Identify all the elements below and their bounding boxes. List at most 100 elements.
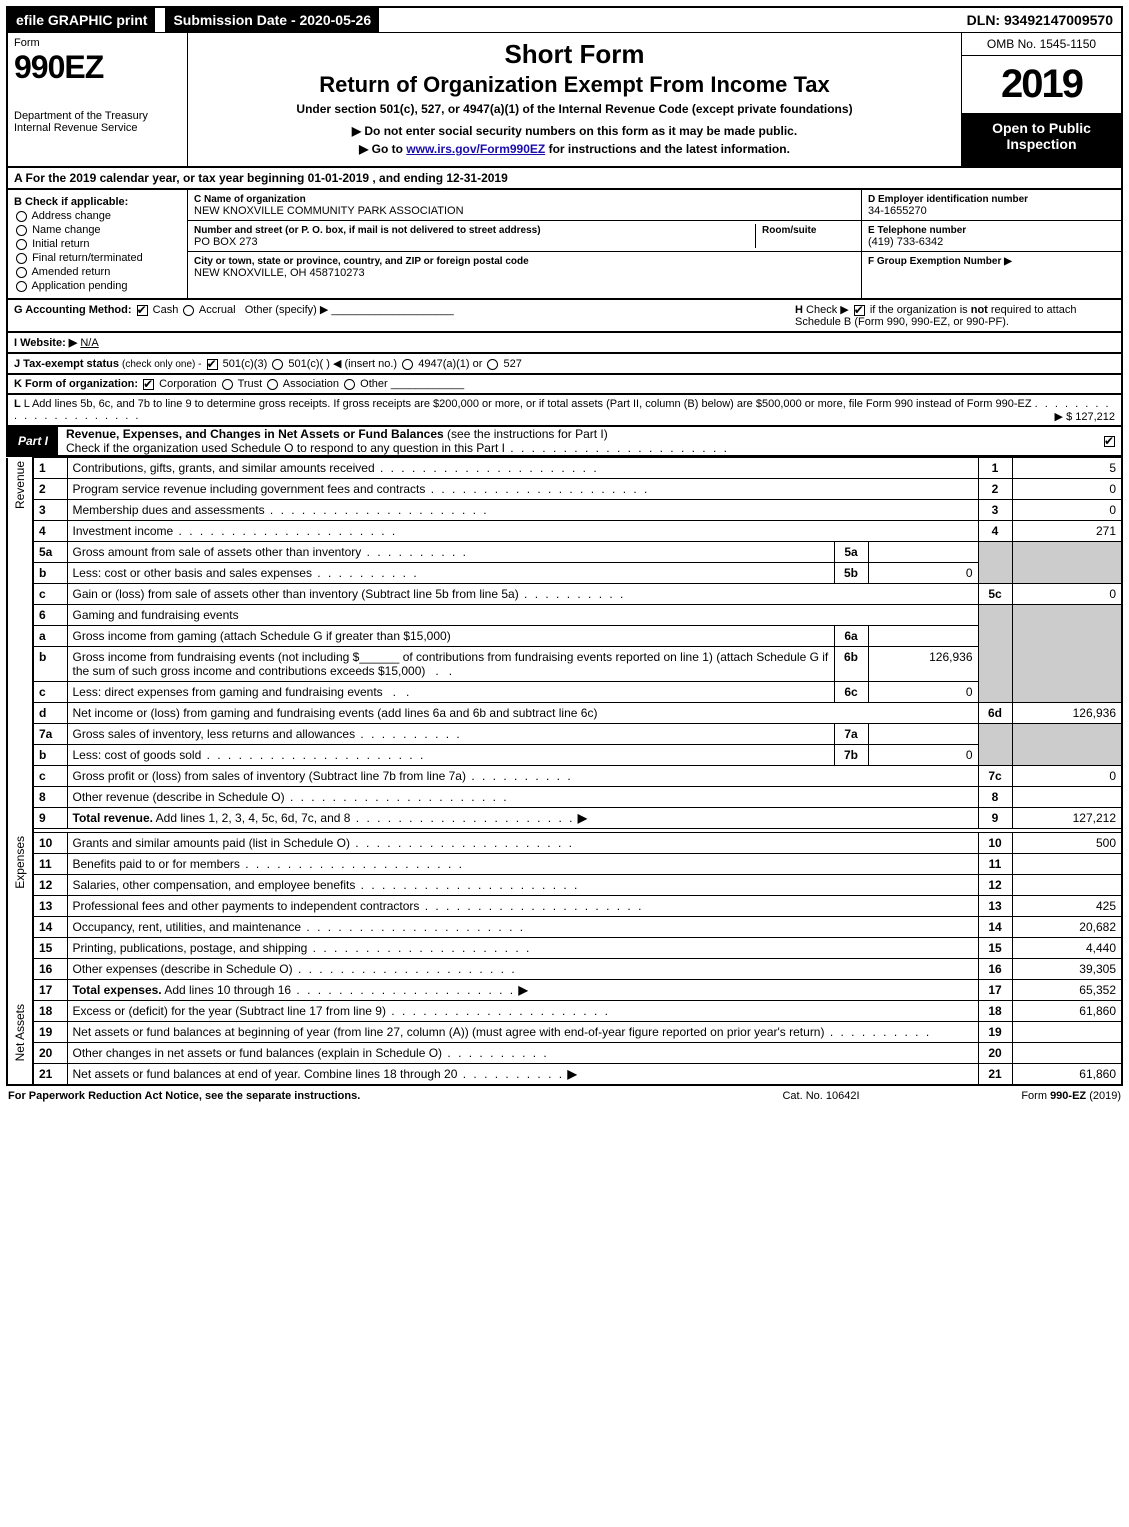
note-ssn: ▶ Do not enter social security numbers o… [198, 124, 951, 138]
line-5c: c Gain or (loss) from sale of assets oth… [7, 584, 1122, 605]
line-7ab-gray-val [1012, 724, 1122, 766]
line-7a-mbox: 7a [834, 724, 868, 745]
line-17-rval: 65,352 [1012, 980, 1122, 1001]
line-1-rval: 5 [1012, 458, 1122, 479]
page-footer: For Paperwork Reduction Act Notice, see … [6, 1086, 1123, 1106]
K-label: K Form of organization: [14, 378, 138, 390]
L-text: L Add lines 5b, 6c, and 7b to line 9 to … [24, 398, 1032, 410]
line-6-desc: Gaming and fundraising events [67, 605, 978, 626]
amended-radio[interactable] [16, 267, 27, 278]
line-6a-mbox: 6a [834, 626, 868, 647]
row-L: L L Add lines 5b, 6c, and 7b to line 9 t… [6, 395, 1123, 427]
line-14-rbox: 14 [978, 917, 1012, 938]
line-6b-num: b [33, 647, 67, 682]
corp-checkbox[interactable] [143, 379, 154, 390]
efile-label[interactable]: efile GRAPHIC print [8, 8, 155, 32]
line-10-num: 10 [33, 833, 67, 854]
submission-date: Submission Date - 2020-05-26 [165, 8, 379, 32]
line-16-rval: 39,305 [1012, 959, 1122, 980]
short-form-title: Short Form [198, 39, 951, 70]
line-8-rval [1012, 787, 1122, 808]
line-14-desc: Occupancy, rent, utilities, and maintena… [73, 920, 302, 934]
header-right: OMB No. 1545-1150 2019 Open to Public In… [961, 33, 1121, 166]
527-radio[interactable] [487, 359, 498, 370]
501c-radio[interactable] [272, 359, 283, 370]
J-note: (check only one) - [122, 359, 201, 370]
line-5ab-gray [978, 542, 1012, 584]
line-6a-mval [868, 626, 978, 647]
line-5a-num: 5a [33, 542, 67, 563]
H-checkbox[interactable] [854, 305, 865, 316]
other-radio[interactable] [344, 379, 355, 390]
assoc-radio[interactable] [267, 379, 278, 390]
line-6c-desc: Less: direct expenses from gaming and fu… [73, 685, 383, 699]
line-5c-desc: Gain or (loss) from sale of assets other… [73, 587, 519, 601]
line-6c-mval: 0 [868, 682, 978, 703]
line-6d: d Net income or (loss) from gaming and f… [7, 703, 1122, 724]
D-value: 34-1655270 [868, 205, 927, 217]
cash-checkbox[interactable] [137, 305, 148, 316]
line-15-num: 15 [33, 938, 67, 959]
line-7b-mval: 0 [868, 745, 978, 766]
line-15-desc: Printing, publications, postage, and shi… [73, 941, 308, 955]
line-5b-desc: Less: cost or other basis and sales expe… [73, 566, 312, 580]
line-2-desc: Program service revenue including govern… [73, 482, 426, 496]
initial-radio[interactable] [16, 239, 27, 250]
line-7b-desc: Less: cost of goods sold [73, 748, 202, 762]
line-6a: a Gross income from gaming (attach Sched… [7, 626, 1122, 647]
addr-change-label: Address change [31, 210, 111, 222]
line-9-num: 9 [33, 808, 67, 829]
note-link-post: for instructions and the latest informat… [545, 142, 790, 156]
line-7b-num: b [33, 745, 67, 766]
B-right: D Employer identification number 34-1655… [861, 190, 1121, 298]
line-19-desc: Net assets or fund balances at beginning… [73, 1025, 825, 1039]
line-2-num: 2 [33, 479, 67, 500]
L-amount: ▶ $ 127,212 [1055, 410, 1115, 423]
line-18: Net Assets 18 Excess or (deficit) for th… [7, 1001, 1122, 1022]
city-row: City or town, state or province, country… [188, 252, 861, 282]
part-I-schedule-O-checkbox[interactable] [1104, 436, 1115, 447]
D-ein: D Employer identification number 34-1655… [862, 190, 1121, 221]
line-5a: 5a Gross amount from sale of assets othe… [7, 542, 1122, 563]
line-14: 14 Occupancy, rent, utilities, and maint… [7, 917, 1122, 938]
name-change-radio[interactable] [16, 225, 27, 236]
line-12-rbox: 12 [978, 875, 1012, 896]
addr-change-radio[interactable] [16, 211, 27, 222]
line-6b: b Gross income from fundraising events (… [7, 647, 1122, 682]
line-3-rval: 0 [1012, 500, 1122, 521]
room-label: Room/suite [762, 225, 816, 236]
city-label: City or town, state or province, country… [194, 256, 529, 267]
other-label: Other (specify) ▶ [245, 304, 329, 316]
E-label: E Telephone number [868, 225, 966, 236]
line-13: 13 Professional fees and other payments … [7, 896, 1122, 917]
accrual-radio[interactable] [183, 305, 194, 316]
part-I-title: Revenue, Expenses, and Changes in Net As… [66, 427, 1096, 455]
501c3-checkbox[interactable] [207, 359, 218, 370]
row-G-H: G Accounting Method: Cash Accrual Other … [6, 300, 1123, 333]
footer-right: Form 990-EZ (2019) [921, 1090, 1121, 1102]
4947-radio[interactable] [402, 359, 413, 370]
line-21-desc: Net assets or fund balances at end of ye… [73, 1067, 458, 1081]
line-16: 16 Other expenses (describe in Schedule … [7, 959, 1122, 980]
line-8: 8 Other revenue (describe in Schedule O)… [7, 787, 1122, 808]
note-link-pre: ▶ Go to [359, 142, 406, 156]
final-radio[interactable] [16, 253, 27, 264]
line-5a-mval [868, 542, 978, 563]
trust-radio[interactable] [222, 379, 233, 390]
line-3-num: 3 [33, 500, 67, 521]
line-18-rbox: 18 [978, 1001, 1012, 1022]
line-6a-num: a [33, 626, 67, 647]
irs-link[interactable]: www.irs.gov/Form990EZ [406, 142, 545, 156]
line-12-num: 12 [33, 875, 67, 896]
line-19-rbox: 19 [978, 1022, 1012, 1043]
501c-label: 501(c)( ) ◀ (insert no.) [288, 358, 397, 370]
line-7a-desc: Gross sales of inventory, less returns a… [73, 727, 356, 741]
line-4-rval: 271 [1012, 521, 1122, 542]
line-1: Revenue 1 Contributions, gifts, grants, … [7, 458, 1122, 479]
dept-treasury: Department of the Treasury [14, 110, 181, 122]
line-4-num: 4 [33, 521, 67, 542]
line-21-rval: 61,860 [1012, 1064, 1122, 1086]
line-12-rval [1012, 875, 1122, 896]
pending-radio[interactable] [16, 281, 27, 292]
part-I-title-bold: Revenue, Expenses, and Changes in Net As… [66, 427, 444, 441]
